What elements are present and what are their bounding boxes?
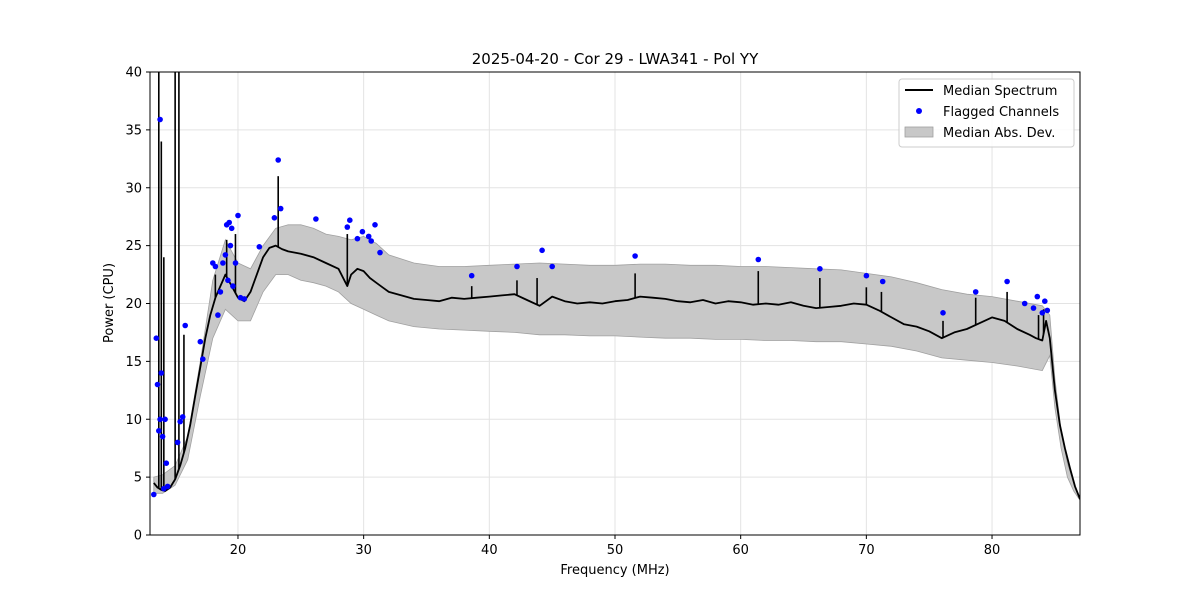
flagged-channel-point [271,215,278,221]
flagged-channel-point [156,428,162,434]
flagged-channel-point [347,217,353,223]
flagged-channel-point [164,483,171,490]
flagged-channel-point [468,272,475,279]
flagged-channel-point [153,335,160,342]
flagged-channel-point [1030,305,1037,311]
flagged-channel-point [162,416,168,423]
flagged-channel-point [230,283,236,289]
flagged-channel-point [241,296,248,302]
flagged-channel-point [212,263,219,270]
flagged-channel-point [344,224,351,230]
legend-mad-label: Median Abs. Dev. [943,126,1055,141]
flagged-channel-point [354,235,361,242]
flagged-channel-point [220,260,226,266]
y-tick-label: 30 [125,181,142,196]
flagged-channel-point [275,157,282,163]
flagged-channel-point [1021,300,1028,307]
flagged-channel-point [197,338,204,345]
flagged-channel-point [313,216,319,222]
flagged-channel-point [225,277,231,284]
flagged-channel-point [1034,293,1041,300]
flagged-channel-point [368,238,375,244]
flagged-channel-point [157,416,163,423]
y-tick-label: 0 [134,529,142,544]
flagged-channel-point [226,219,232,226]
y-tick-label: 15 [125,355,142,370]
y-tick-label: 5 [134,471,142,486]
flagged-channel-point [227,242,234,249]
flagged-channel-point [1044,307,1051,314]
flagged-channel-point [154,381,161,388]
flagged-channel-point [182,322,188,329]
legend-frame [898,78,1075,148]
flagged-channel-point [539,247,545,254]
x-tick-label: 70 [858,543,875,558]
flagged-channel-point [215,312,221,318]
flagged-channel-point [1004,278,1010,285]
y-tick-label: 10 [125,413,142,428]
y-axis-label: Power (CPU) [102,263,117,343]
legend-median-label: Median Spectrum [943,84,1057,99]
flagged-channel-point [256,244,263,250]
flagged-channel-point [940,310,946,316]
flagged-channel-point [174,439,181,446]
x-tick-label: 60 [732,543,749,558]
flagged-channel-point [157,116,163,123]
x-tick-label: 40 [481,543,498,558]
y-tick-label: 20 [125,297,142,312]
flagged-channel-point [235,212,241,219]
flagged-channel-point [879,278,886,285]
flagged-channel-point [514,263,520,270]
y-tick-label: 40 [125,66,142,81]
flagged-channel-point [200,356,206,362]
flagged-channel-point [549,263,555,270]
flagged-channel-point [1039,310,1046,316]
flagged-channel-point [177,418,183,425]
x-tick-label: 20 [230,543,247,558]
x-tick-label: 50 [607,543,624,558]
flagged-channel-point [277,205,284,212]
chart-title: 2025-04-20 - Cor 29 - LWA341 - Pol YY [472,50,759,68]
legend-flagged-label: Flagged Channels [943,105,1059,120]
x-tick-label: 80 [984,543,1001,558]
legend-flagged-marker [916,108,922,114]
median-spectrum-line [153,244,1080,500]
flagged-channel-point [377,249,383,256]
flagged-channel-point [632,253,638,259]
x-axis-label: Frequency (MHz) [560,563,669,578]
flagged-channel-point [222,252,229,258]
flagged-channel-point [151,491,157,498]
legend: Median Spectrum Flagged Channels Median … [898,78,1075,148]
flagged-channel-point [228,225,235,232]
y-tick-label: 25 [125,239,142,254]
flagged-channel-point [158,370,165,376]
flagged-channel-point [972,289,979,295]
flagged-channel-point [232,260,239,266]
x-tick-label: 30 [355,543,372,558]
flagged-channel-point [365,233,372,240]
flagged-channel-point [359,228,366,235]
plot-area: 20 30 40 50 60 70 80 0 5 10 15 20 25 30 35 40 [125,66,1081,558]
legend-mad-swatch [904,126,934,138]
flagged-channel-point [163,460,170,467]
flagged-channel-point [217,289,224,295]
flagged-channel-point [755,256,762,263]
flagged-channel-point [179,414,186,420]
flagged-channel-point [817,266,823,272]
flagged-channel-point [372,222,378,228]
flagged-channel-point [1042,298,1048,305]
flagged-channel-point [159,433,166,440]
y-tick-label: 35 [125,123,142,138]
flagged-channel-point [863,272,870,279]
